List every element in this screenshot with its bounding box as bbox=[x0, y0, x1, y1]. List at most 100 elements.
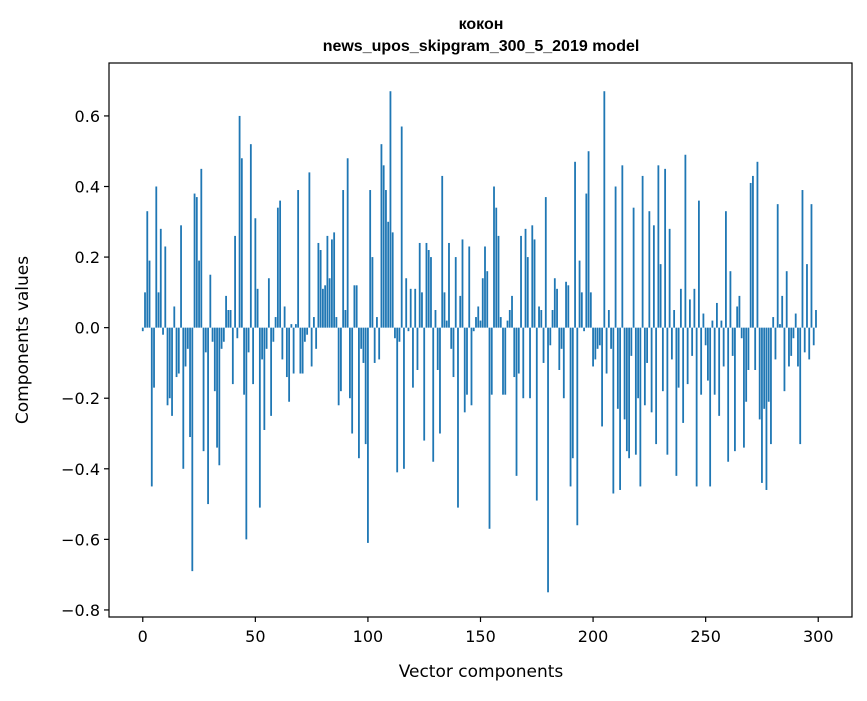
bar bbox=[776, 204, 779, 328]
bar bbox=[216, 327, 218, 448]
bar bbox=[729, 271, 732, 328]
bar bbox=[601, 327, 603, 427]
bar bbox=[549, 327, 552, 346]
bar bbox=[677, 327, 680, 388]
bar bbox=[362, 327, 365, 363]
bar bbox=[479, 320, 482, 328]
bar bbox=[445, 320, 448, 328]
bar bbox=[565, 281, 567, 328]
bar bbox=[448, 242, 450, 328]
x-tick-label: 250 bbox=[690, 627, 721, 646]
bar bbox=[180, 225, 182, 328]
bar bbox=[403, 327, 405, 469]
bar bbox=[202, 327, 205, 452]
bar bbox=[725, 211, 727, 328]
bar bbox=[752, 175, 754, 328]
bar bbox=[520, 235, 522, 328]
bar bbox=[227, 310, 230, 328]
bar bbox=[308, 172, 311, 328]
bar bbox=[240, 158, 243, 328]
bar bbox=[335, 317, 338, 328]
bar bbox=[481, 278, 484, 328]
bar bbox=[587, 151, 590, 328]
x-tick-label: 200 bbox=[578, 627, 609, 646]
bar bbox=[238, 115, 241, 328]
bar bbox=[432, 327, 435, 462]
bar bbox=[400, 126, 403, 328]
bar bbox=[551, 310, 554, 328]
bar bbox=[720, 320, 723, 328]
bar bbox=[405, 278, 408, 328]
bar bbox=[661, 327, 664, 392]
bar bbox=[508, 310, 511, 328]
bar bbox=[385, 190, 387, 328]
bar bbox=[353, 285, 356, 328]
bar bbox=[164, 246, 167, 328]
bar bbox=[592, 327, 594, 367]
bar bbox=[594, 327, 597, 360]
bar bbox=[585, 193, 588, 328]
bar bbox=[484, 246, 486, 328]
bar bbox=[306, 327, 309, 335]
bar bbox=[531, 225, 534, 328]
bar bbox=[261, 327, 263, 360]
y-tick-label: 0.4 bbox=[75, 178, 100, 197]
bar bbox=[470, 327, 473, 406]
bar bbox=[781, 295, 784, 328]
bar bbox=[756, 161, 759, 328]
bar bbox=[225, 295, 227, 328]
bar bbox=[650, 327, 653, 413]
bar bbox=[556, 288, 558, 328]
bar bbox=[364, 327, 367, 445]
bar bbox=[461, 239, 464, 328]
bar bbox=[747, 327, 750, 370]
bar bbox=[389, 91, 392, 328]
bar bbox=[643, 327, 646, 406]
bar bbox=[378, 327, 381, 360]
bar bbox=[743, 327, 745, 448]
bar bbox=[666, 327, 669, 455]
bar bbox=[788, 327, 790, 367]
bar bbox=[468, 246, 471, 328]
bar bbox=[668, 228, 671, 328]
bar bbox=[745, 327, 748, 402]
chart-title-line-2: news_upos_skipgram_300_5_2019 model bbox=[323, 38, 640, 55]
bar bbox=[538, 306, 540, 328]
bar bbox=[616, 327, 619, 409]
plot-frame bbox=[108, 62, 853, 618]
bar bbox=[808, 327, 811, 360]
bar bbox=[155, 186, 158, 328]
bar bbox=[810, 204, 813, 328]
bar bbox=[222, 327, 225, 342]
bar bbox=[166, 327, 169, 406]
bar bbox=[576, 327, 579, 526]
bar bbox=[421, 292, 423, 328]
bar bbox=[333, 232, 336, 328]
bar bbox=[774, 327, 777, 360]
bar bbox=[495, 207, 498, 328]
bar bbox=[632, 207, 635, 328]
x-tick-label: 0 bbox=[138, 627, 148, 646]
bar bbox=[628, 327, 630, 459]
bar bbox=[785, 271, 788, 328]
bar bbox=[153, 327, 155, 388]
bar bbox=[162, 327, 164, 335]
bar bbox=[659, 264, 662, 328]
bar bbox=[763, 327, 766, 409]
bar bbox=[679, 288, 682, 328]
bar bbox=[533, 239, 536, 328]
bar bbox=[283, 306, 286, 328]
bar bbox=[612, 327, 615, 494]
bar bbox=[704, 327, 707, 346]
bar bbox=[695, 327, 698, 487]
x-tick-label: 50 bbox=[245, 627, 265, 646]
bar bbox=[454, 257, 457, 328]
bar bbox=[258, 327, 261, 508]
bar bbox=[463, 327, 466, 413]
bar bbox=[430, 257, 432, 328]
bar bbox=[398, 327, 401, 342]
bar bbox=[274, 317, 277, 328]
bar bbox=[387, 221, 390, 328]
bar bbox=[799, 327, 802, 445]
bar bbox=[475, 317, 477, 328]
